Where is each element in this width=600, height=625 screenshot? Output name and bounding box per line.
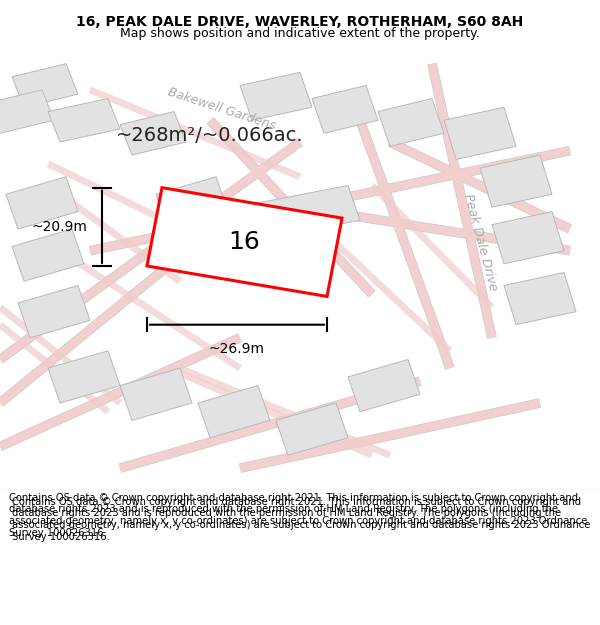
Text: Contains OS data © Crown copyright and database right 2021. This information is : Contains OS data © Crown copyright and d… [12, 497, 590, 541]
Text: Contains OS data © Crown copyright and database right 2021. This information is : Contains OS data © Crown copyright and d… [9, 492, 587, 538]
Polygon shape [312, 86, 378, 133]
Polygon shape [492, 212, 564, 264]
Polygon shape [480, 155, 552, 208]
Text: Peak Dale Drive: Peak Dale Drive [461, 192, 499, 292]
Polygon shape [0, 90, 54, 133]
Text: 16: 16 [229, 230, 260, 254]
Polygon shape [378, 99, 444, 146]
Polygon shape [276, 403, 348, 455]
Polygon shape [504, 272, 576, 325]
Polygon shape [120, 111, 186, 155]
Polygon shape [18, 286, 90, 338]
Polygon shape [198, 386, 270, 438]
Polygon shape [6, 177, 78, 229]
Text: ~20.9m: ~20.9m [31, 220, 87, 234]
Text: ~26.9m: ~26.9m [209, 342, 265, 356]
Text: Bakewell Gardens: Bakewell Gardens [166, 86, 278, 133]
Polygon shape [156, 177, 228, 229]
Polygon shape [348, 359, 420, 412]
Polygon shape [12, 229, 84, 281]
Polygon shape [48, 99, 120, 142]
Polygon shape [258, 186, 360, 238]
Polygon shape [48, 351, 120, 403]
Polygon shape [147, 188, 342, 296]
Polygon shape [240, 72, 312, 120]
Polygon shape [444, 107, 516, 159]
Polygon shape [120, 368, 192, 421]
Text: 16, PEAK DALE DRIVE, WAVERLEY, ROTHERHAM, S60 8AH: 16, PEAK DALE DRIVE, WAVERLEY, ROTHERHAM… [76, 16, 524, 29]
Polygon shape [12, 64, 78, 107]
Text: ~268m²/~0.066ac.: ~268m²/~0.066ac. [116, 126, 304, 145]
Text: Map shows position and indicative extent of the property.: Map shows position and indicative extent… [120, 27, 480, 39]
